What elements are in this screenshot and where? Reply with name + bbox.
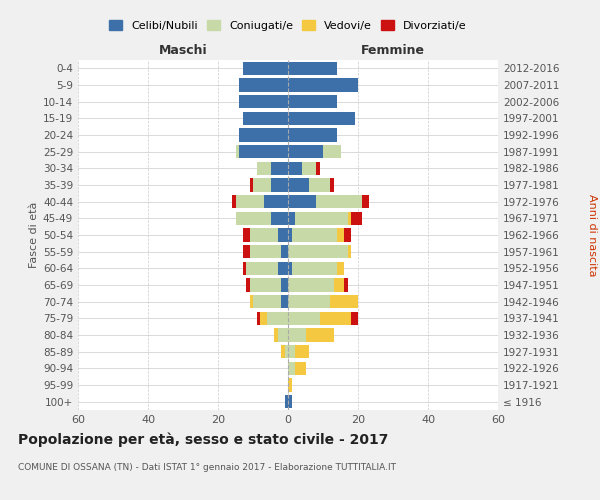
Bar: [235, 195, 263, 208]
Bar: [292, 262, 337, 275]
Text: COMUNE DI OSSANA (TN) - Dati ISTAT 1° gennaio 2017 - Elaborazione TUTTITALIA.IT: COMUNE DI OSSANA (TN) - Dati ISTAT 1° ge…: [18, 462, 396, 471]
Bar: [250, 295, 253, 308]
Bar: [288, 328, 305, 342]
Bar: [288, 228, 292, 241]
Bar: [277, 262, 288, 275]
Bar: [288, 212, 295, 225]
Bar: [271, 212, 288, 225]
Bar: [288, 345, 295, 358]
Text: Femmine: Femmine: [361, 44, 425, 57]
Bar: [330, 295, 358, 308]
Bar: [295, 362, 305, 375]
Legend: Celibi/Nubili, Coniugati/e, Vedovi/e, Divorziati/e: Celibi/Nubili, Coniugati/e, Vedovi/e, Di…: [106, 16, 470, 34]
Y-axis label: Fasce di età: Fasce di età: [29, 202, 39, 268]
Bar: [271, 162, 288, 175]
Bar: [288, 178, 309, 192]
Bar: [295, 212, 347, 225]
Bar: [288, 312, 320, 325]
Bar: [281, 245, 288, 258]
Bar: [288, 378, 292, 392]
Bar: [263, 195, 288, 208]
Bar: [288, 195, 316, 208]
Bar: [274, 328, 277, 342]
Bar: [330, 178, 334, 192]
Bar: [288, 128, 337, 141]
Bar: [288, 112, 355, 125]
Bar: [288, 362, 295, 375]
Bar: [288, 395, 292, 408]
Bar: [253, 295, 281, 308]
Bar: [288, 162, 302, 175]
Bar: [250, 278, 281, 291]
Bar: [288, 95, 337, 108]
Bar: [281, 345, 284, 358]
Text: Maschi: Maschi: [158, 44, 208, 57]
Bar: [292, 228, 337, 241]
Bar: [288, 262, 292, 275]
Bar: [260, 312, 267, 325]
Bar: [239, 95, 288, 108]
Bar: [320, 312, 351, 325]
Bar: [242, 262, 246, 275]
Bar: [334, 278, 344, 291]
Bar: [242, 112, 288, 125]
Bar: [277, 228, 288, 241]
Bar: [337, 262, 344, 275]
Bar: [344, 278, 347, 291]
Text: Anni di nascita: Anni di nascita: [587, 194, 597, 276]
Bar: [257, 162, 271, 175]
Bar: [281, 278, 288, 291]
Bar: [323, 145, 341, 158]
Bar: [295, 345, 309, 358]
Bar: [250, 228, 277, 241]
Bar: [284, 345, 288, 358]
Bar: [347, 245, 351, 258]
Bar: [309, 178, 330, 192]
Bar: [316, 195, 361, 208]
Bar: [242, 62, 288, 75]
Bar: [267, 312, 288, 325]
Bar: [250, 178, 253, 192]
Bar: [284, 395, 288, 408]
Bar: [250, 245, 281, 258]
Bar: [235, 145, 239, 158]
Bar: [257, 312, 260, 325]
Bar: [351, 212, 361, 225]
Bar: [235, 212, 271, 225]
Bar: [347, 212, 351, 225]
Bar: [288, 62, 337, 75]
Text: Popolazione per età, sesso e stato civile - 2017: Popolazione per età, sesso e stato civil…: [18, 432, 388, 447]
Bar: [288, 295, 330, 308]
Bar: [361, 195, 368, 208]
Bar: [242, 228, 250, 241]
Bar: [288, 245, 347, 258]
Bar: [302, 162, 316, 175]
Bar: [288, 145, 323, 158]
Bar: [316, 162, 320, 175]
Bar: [288, 78, 358, 92]
Bar: [239, 128, 288, 141]
Bar: [242, 245, 250, 258]
Bar: [277, 328, 288, 342]
Bar: [271, 178, 288, 192]
Bar: [344, 228, 351, 241]
Bar: [239, 145, 288, 158]
Bar: [305, 328, 334, 342]
Bar: [239, 78, 288, 92]
Bar: [281, 295, 288, 308]
Bar: [232, 195, 235, 208]
Bar: [246, 262, 277, 275]
Bar: [351, 312, 358, 325]
Bar: [288, 278, 334, 291]
Bar: [246, 278, 250, 291]
Bar: [337, 228, 344, 241]
Bar: [253, 178, 271, 192]
